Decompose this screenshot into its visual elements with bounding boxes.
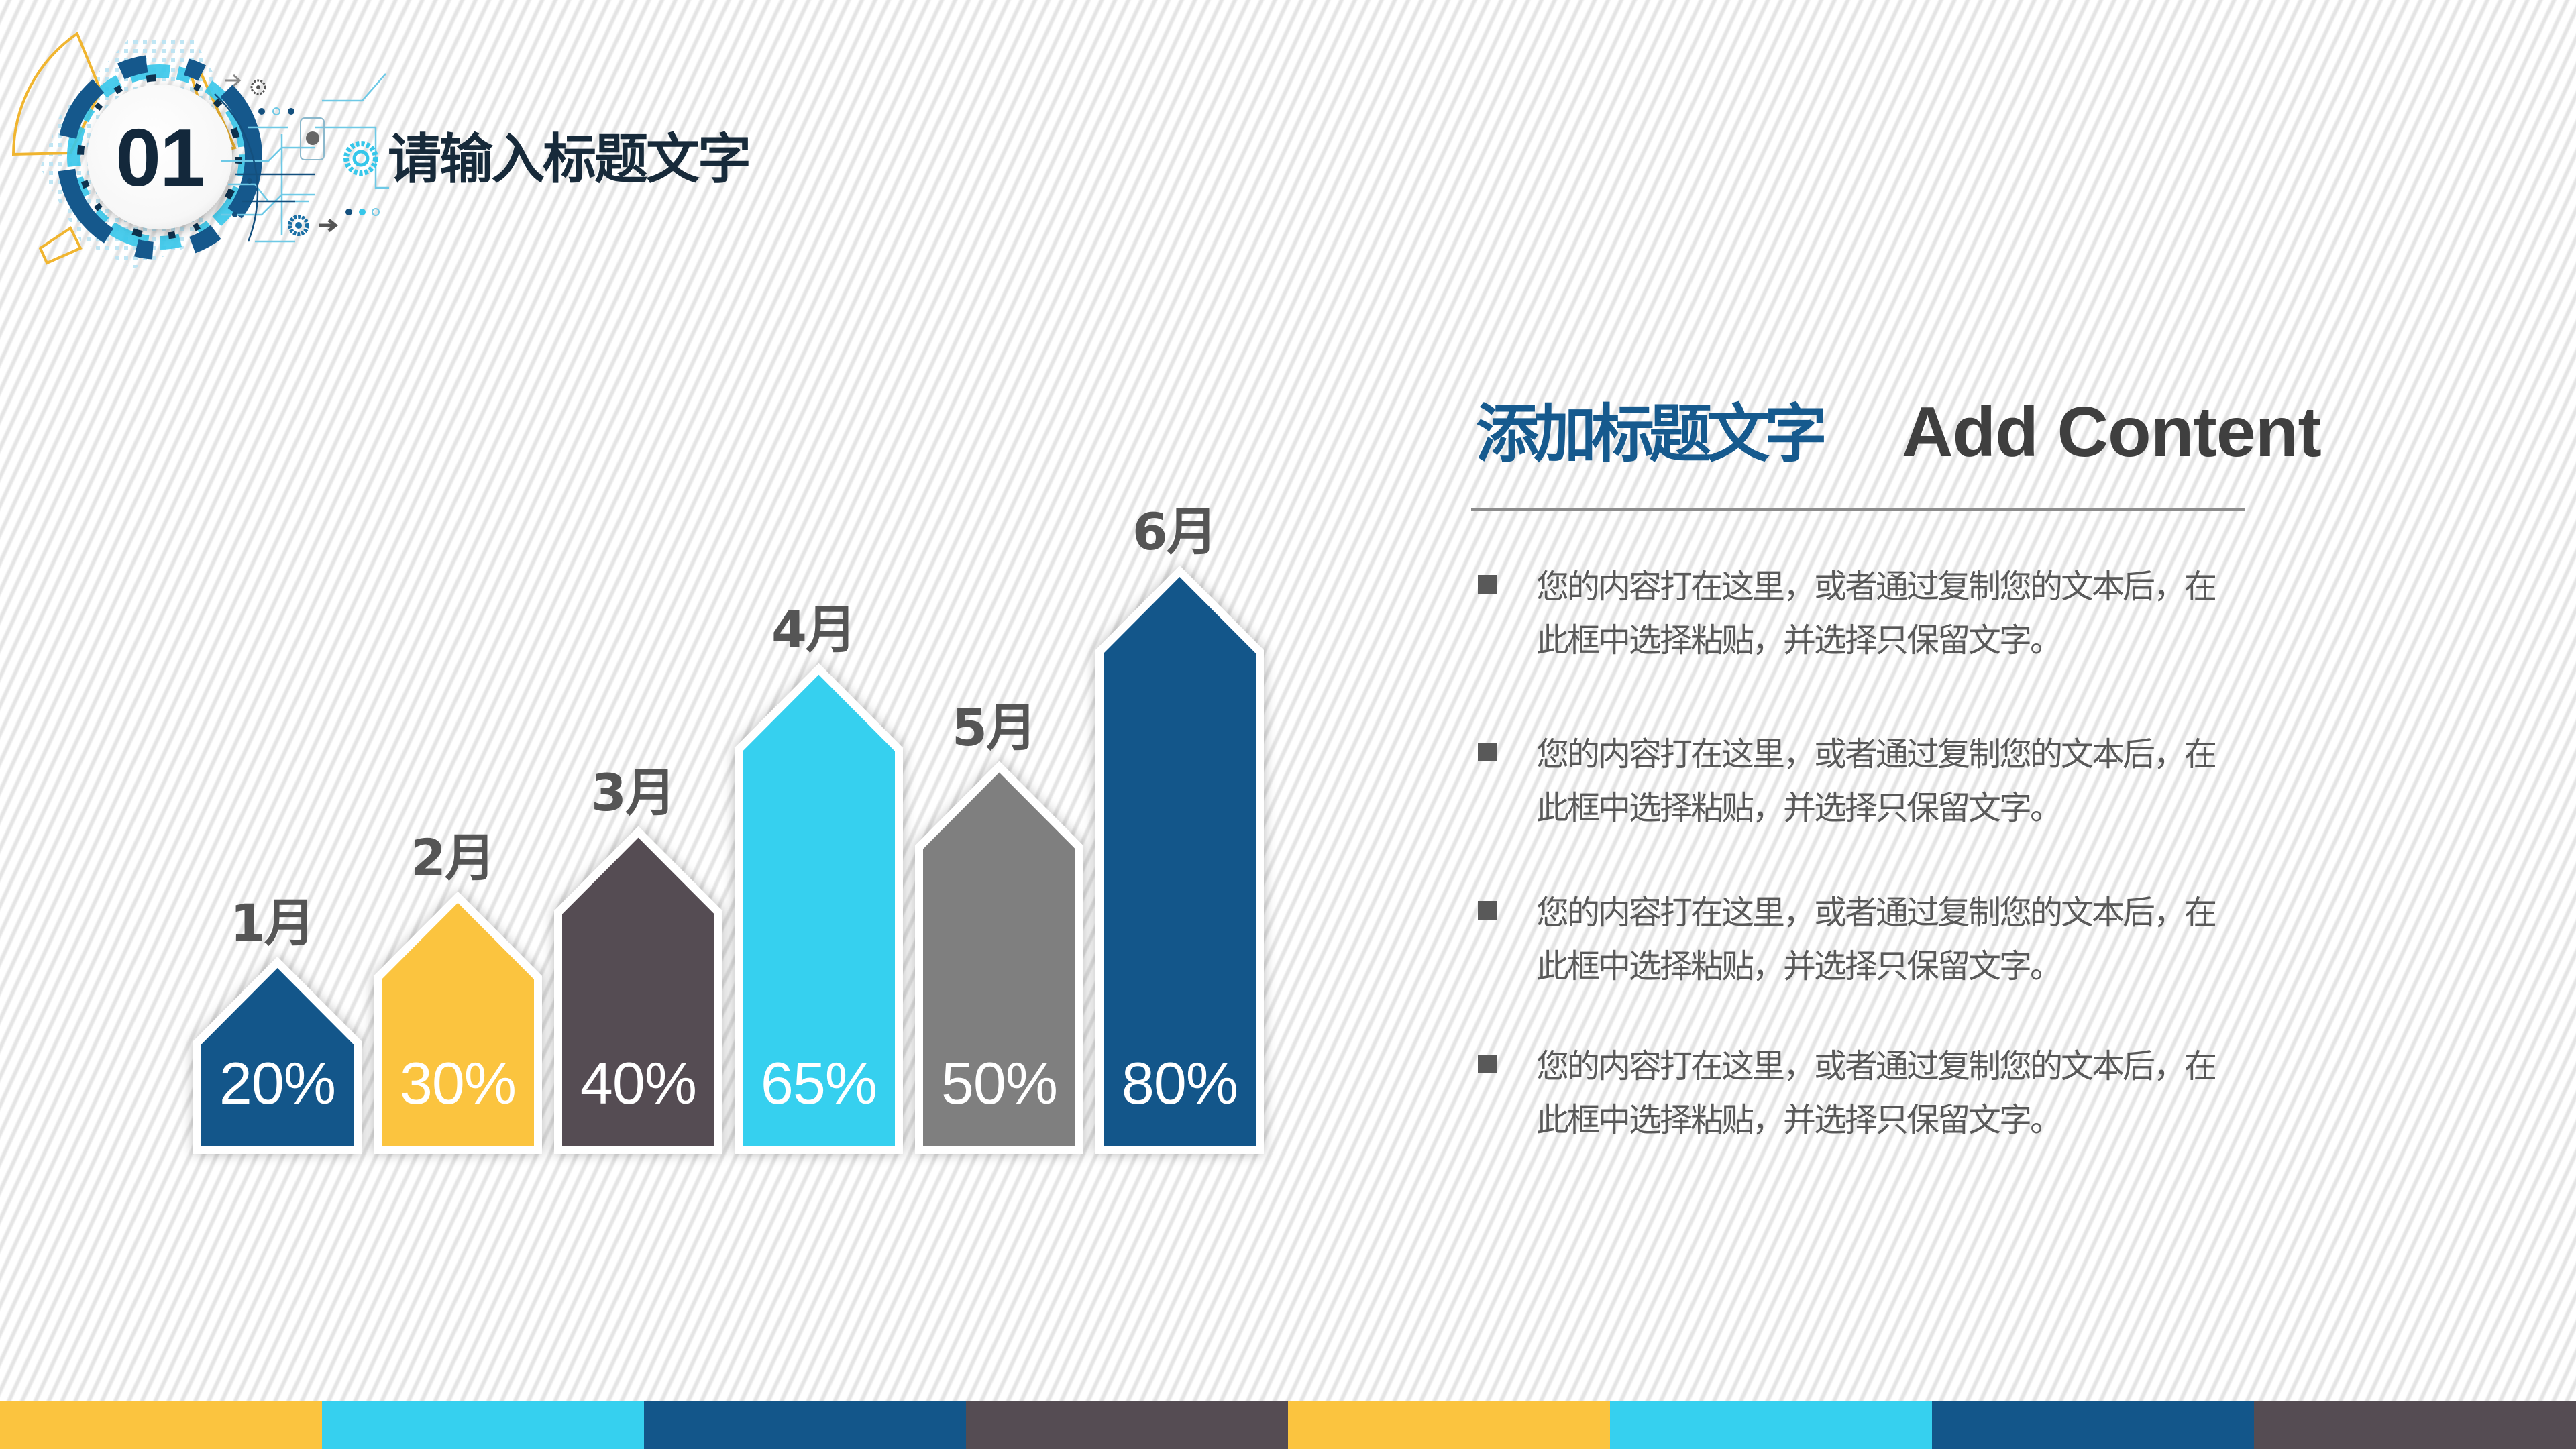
bar-category-label: 1月 [230,893,315,953]
bullet-text: 您的内容打在这里，或者通过复制您的文本后，在 此框中选择粘贴，并选择只保留文字。 [1536,560,2288,667]
bullet-line: 您的内容打在这里，或者通过复制您的文本后，在 [1536,894,2217,932]
bullet-line: 您的内容打在这里，或者通过复制您的文本后，在 [1536,568,2217,606]
bullet-line: 此框中选择粘贴，并选择只保留文字。 [1536,621,2063,659]
bar-value-label: 30% [399,1050,517,1116]
bar-category-label: 5月 [952,697,1037,757]
bullet-line: 此框中选择粘贴，并选择只保留文字。 [1536,1101,2063,1139]
bullet-line: 您的内容打在这里，或者通过复制您的文本后，在 [1536,1047,2217,1085]
strip-segment [1932,1401,2254,1449]
strip-segment [322,1401,644,1449]
bullet-line: 此框中选择粘贴，并选择只保留文字。 [1536,789,2063,827]
strip-segment [1610,1401,1932,1449]
bar-value-label: 80% [1121,1050,1238,1116]
bottom-color-strip [0,1401,2576,1449]
strip-segment [0,1401,322,1449]
square-bullet-icon [1478,743,1497,761]
panel-title-english: Add Content [1902,392,2322,472]
bar-value-label: 50% [941,1050,1058,1116]
section-number: 01 [115,112,205,203]
bar-value-label: 65% [760,1050,877,1116]
bar-category-label: 4月 [771,599,857,659]
strip-segment [966,1401,1288,1449]
tech-circle-decoration-icon [11,31,389,268]
square-bullet-icon [1478,575,1497,594]
strip-segment [2254,1401,2576,1449]
section-badge: 01 [0,0,416,295]
bullet-line: 此框中选择粘贴，并选择只保留文字。 [1536,947,2063,985]
strip-segment [644,1401,966,1449]
square-bullet-icon [1478,1055,1497,1073]
panel-title-chinese: 添加标题文字 [1476,398,1827,471]
bar-value-label: 40% [580,1050,697,1116]
bar-category-label: 2月 [411,827,496,888]
bullet-text: 您的内容打在这里，或者通过复制您的文本后，在 此框中选择粘贴，并选择只保留文字。 [1536,1040,2288,1147]
bar-value-label: 20% [219,1050,336,1116]
bar-category-label: 3月 [591,762,676,822]
bullet-text: 您的内容打在这里，或者通过复制您的文本后，在 此框中选择粘贴，并选择只保留文字。 [1536,728,2288,835]
page-title: 请输入标题文字 [388,128,751,191]
gear-icon [343,141,378,176]
title-divider [1471,508,2245,511]
bullet-text: 您的内容打在这里，或者通过复制您的文本后，在 此框中选择粘贴，并选择只保留文字。 [1536,886,2288,994]
bar-category-label: 6月 [1132,502,1218,561]
strip-segment [1288,1401,1610,1449]
square-bullet-icon [1478,901,1497,920]
bullet-line: 您的内容打在这里，或者通过复制您的文本后，在 [1536,735,2217,773]
